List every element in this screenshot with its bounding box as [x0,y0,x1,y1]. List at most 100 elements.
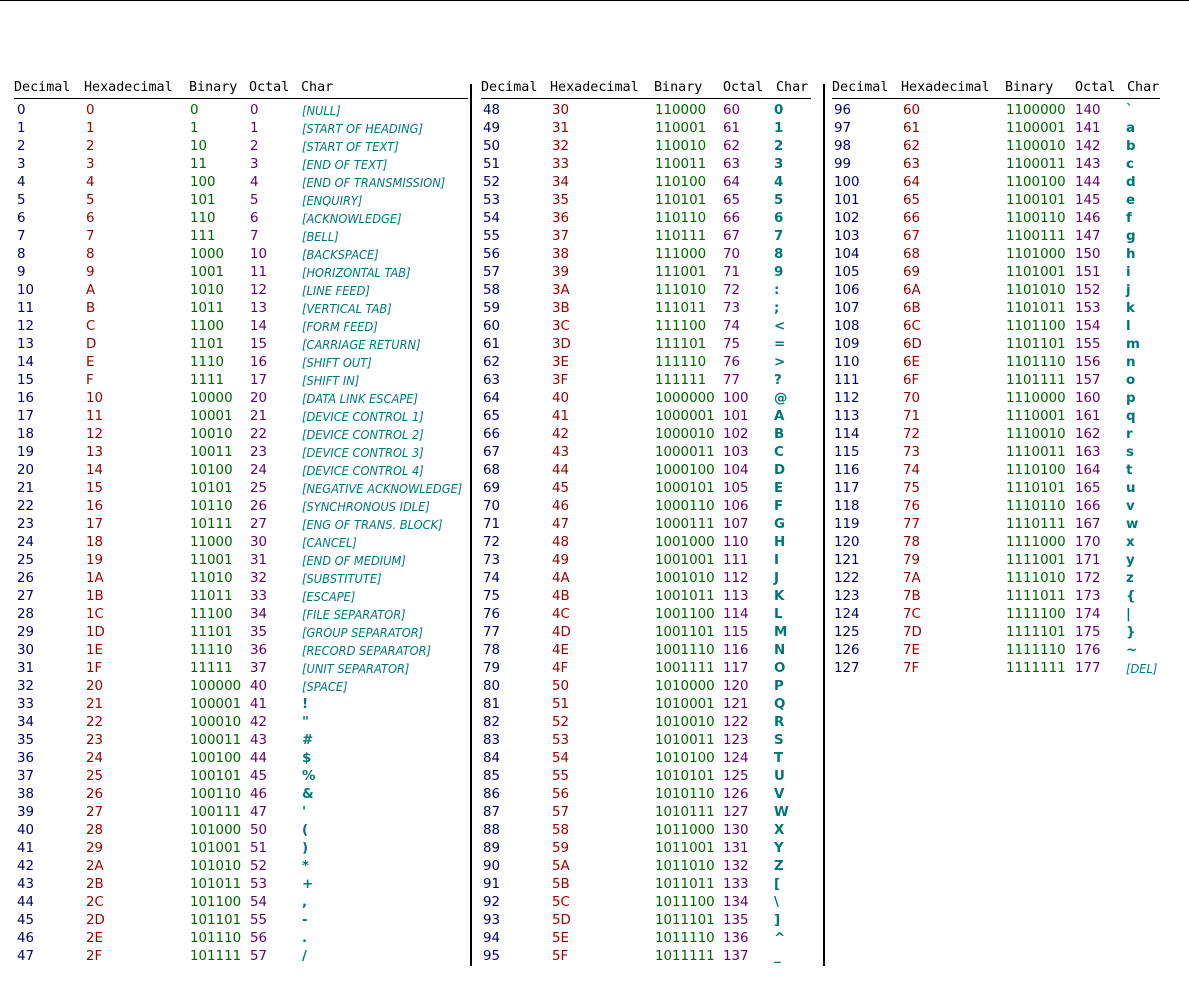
decimal-cell: 23 [17,516,35,532]
table-row: 67 43 1000011 103 C [0,444,1189,462]
decimal-cell: 76 [483,606,501,622]
table-row: 68 44 1000100 104 D [0,462,1189,480]
char-cell: K [774,588,785,604]
hexadecimal-cell: 3E [552,354,569,370]
binary-cell: 101111 [190,948,242,964]
char-cell: q [1126,408,1136,424]
table-row: 64 40 1000000 100 @ [0,390,1189,408]
hexadecimal-cell: 49 [552,552,570,568]
decimal-cell: 74 [483,570,501,586]
char-cell: 3 [774,156,784,172]
char-cell: x [1126,534,1135,550]
octal-cell: 14 [250,318,268,334]
char-cell: [END OF MEDIUM] [302,553,406,568]
binary-cell: 10001 [190,408,233,424]
binary-cell: 111000 [655,246,707,262]
binary-cell: 1001100 [655,606,715,622]
decimal-cell: 127 [834,660,860,676]
char-cell: 2 [774,138,784,154]
table-row: 65 41 1000001 101 A [0,408,1189,426]
char-cell: A [774,408,785,424]
char-cell: ^ [774,930,786,946]
char-cell: [DEL] [1126,661,1158,676]
binary-cell: 1100 [190,318,225,334]
char-cell: s [1126,444,1134,460]
table-row: 28 1C 11100 34 [FILE SEPARATOR] [0,606,1189,624]
char-cell: + [302,876,314,892]
hexadecimal-cell: 18 [86,534,104,550]
hexadecimal-cell: 4A [552,570,570,586]
hexadecimal-cell: 1F [86,660,103,676]
hexadecimal-cell: 46 [552,498,570,514]
octal-cell: 61 [723,120,741,136]
octal-cell: 40 [250,678,268,694]
table-row: 57 39 111001 71 9 [0,264,1189,282]
octal-cell: 177 [1075,660,1101,676]
decimal-cell: 61 [483,336,501,352]
char-cell: V [774,786,785,802]
binary-cell: 1101011 [1006,300,1066,316]
hexadecimal-cell: 52 [552,714,570,730]
header-binary: Binary [654,80,703,95]
octal-cell: 54 [250,894,268,910]
binary-cell: 1110001 [1006,408,1066,424]
char-cell: C [774,444,784,460]
table-row: 30 1E 11110 36 [RECORD SEPARATOR] [0,642,1189,660]
decimal-cell: 44 [17,894,35,910]
hexadecimal-cell: 2B [86,876,104,892]
table-row: 84 54 1010100 124 T [0,750,1189,768]
char-cell: , [302,894,308,910]
char-cell: [DEVICE CONTROL 4] [302,463,424,478]
char-cell: ! [302,696,309,712]
hexadecimal-cell: 39 [552,264,570,280]
char-cell: = [774,336,786,352]
table-row: 82 52 1010010 122 R [0,714,1189,732]
binary-cell: 1001110 [655,642,715,658]
octal-cell: 5 [250,192,259,208]
hexadecimal-cell: 66 [903,210,921,226]
hexadecimal-cell: 6 [86,210,95,226]
binary-cell: 10101 [190,480,233,496]
decimal-cell: 47 [17,948,35,964]
hexadecimal-cell: 77 [903,516,921,532]
table-row: 72 48 1001000 110 H [0,534,1189,552]
binary-cell: 1101100 [1006,318,1066,334]
octal-cell: 45 [250,768,268,784]
decimal-cell: 63 [483,372,501,388]
hexadecimal-cell: 3B [552,300,570,316]
char-cell: 9 [774,264,784,280]
char-cell: [CANCEL] [302,535,357,550]
table-row: 11 B 1011 13 [VERTICAL TAB] [0,300,1189,318]
table-row: 40 28 101000 50 ( [0,822,1189,840]
binary-cell: 110011 [655,156,707,172]
table-row: 13 D 1101 15 [CARRIAGE RETURN] [0,336,1189,354]
hexadecimal-cell: 63 [903,156,921,172]
binary-cell: 1001000 [655,534,715,550]
decimal-cell: 95 [483,948,501,964]
table-row: 34 22 100010 42 " [0,714,1189,732]
decimal-cell: 4 [17,174,26,190]
header-char: Char [1127,80,1160,95]
char-cell: T [774,750,784,766]
hexadecimal-cell: 4D [552,624,571,640]
char-cell: [VERTICAL TAB] [302,301,392,316]
binary-cell: 0 [190,102,199,118]
hexadecimal-cell: 29 [86,840,104,856]
decimal-cell: 73 [483,552,501,568]
table-row: 100 64 1100100 144 d [0,174,1189,192]
char-cell: l [1126,318,1131,334]
binary-cell: 100111 [190,804,242,820]
decimal-cell: 77 [483,624,501,640]
binary-cell: 110000 [655,102,707,118]
char-cell: { [1126,588,1136,604]
char-cell: M [774,624,788,640]
octal-cell: 57 [250,948,268,964]
decimal-cell: 124 [834,606,860,622]
decimal-cell: 5 [17,192,26,208]
decimal-cell: 123 [834,588,860,604]
table-row: 99 63 1100011 143 c [0,156,1189,174]
char-cell: E [774,480,784,496]
octal-cell: 32 [250,570,268,586]
binary-cell: 1000111 [655,516,715,532]
header-hexadecimal: Hexadecimal [84,80,173,95]
